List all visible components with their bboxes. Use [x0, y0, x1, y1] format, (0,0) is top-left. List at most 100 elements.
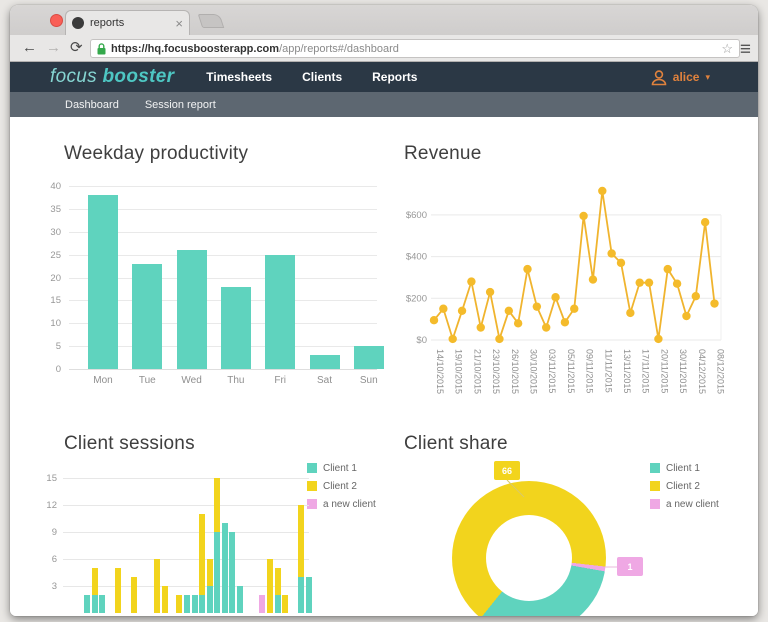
data-point[interactable] [551, 293, 560, 302]
data-point[interactable] [635, 278, 644, 287]
data-point[interactable] [663, 264, 672, 274]
forward-icon[interactable]: → [46, 39, 61, 56]
data-point[interactable] [700, 217, 710, 227]
stacked-bar-segment[interactable] [192, 595, 198, 613]
data-point[interactable] [598, 186, 607, 196]
bookmark-star-icon[interactable]: ☆ [721, 40, 733, 56]
data-point[interactable] [691, 292, 700, 301]
data-point[interactable] [485, 287, 495, 297]
x-axis-date-label: 03/11/2015 [547, 349, 557, 393]
donut-chart[interactable] [452, 481, 606, 616]
subnav-item-dashboard[interactable]: Dashboard [65, 98, 119, 111]
stacked-bar-segment[interactable] [199, 595, 205, 613]
nav-item-reports[interactable]: Reports [372, 70, 418, 84]
x-axis-date-label: 09/11/2015 [585, 349, 595, 393]
stacked-bar-segment[interactable] [237, 586, 243, 613]
close-window-button[interactable] [50, 14, 63, 27]
tab-close-icon[interactable]: × [175, 15, 183, 31]
stacked-bar-segment[interactable] [306, 577, 312, 613]
stacked-bar-segment[interactable] [282, 595, 288, 613]
data-point[interactable] [560, 318, 570, 327]
address-bar[interactable]: https://hq.focusboosterapp.com/app/repor… [90, 39, 740, 58]
data-point[interactable] [439, 304, 448, 313]
stacked-bar-segment[interactable] [214, 478, 220, 532]
data-point[interactable] [626, 308, 635, 318]
browser-menu-icon[interactable]: ≡ [739, 39, 751, 60]
data-point[interactable] [570, 304, 579, 313]
data-point[interactable] [654, 334, 663, 344]
stacked-bar-segment[interactable] [214, 532, 220, 613]
stacked-bar-segment[interactable] [298, 505, 304, 577]
bar-sat[interactable] [309, 355, 340, 369]
data-point[interactable] [495, 334, 504, 344]
stacked-bar-segment[interactable] [92, 595, 98, 613]
gridline [69, 277, 377, 279]
data-point[interactable] [682, 311, 691, 321]
stacked-bar-segment[interactable] [199, 514, 205, 595]
stacked-bar-segment[interactable] [207, 586, 213, 613]
data-point[interactable] [644, 278, 654, 287]
stacked-bar-segment[interactable] [154, 559, 160, 613]
data-point[interactable] [542, 323, 551, 332]
stacked-bar-segment[interactable] [222, 523, 228, 613]
data-point[interactable] [504, 306, 513, 316]
data-point[interactable] [448, 334, 457, 344]
data-point[interactable] [467, 277, 476, 286]
stacked-bar-segment[interactable] [229, 532, 235, 613]
x-axis-date-label: 23/10/2015 [491, 349, 501, 394]
new-tab-button[interactable] [197, 14, 225, 28]
stacked-bar-segment[interactable] [176, 595, 182, 613]
data-point[interactable] [457, 306, 467, 316]
data-point[interactable] [588, 275, 598, 284]
nav-item-clients[interactable]: Clients [302, 70, 343, 84]
data-point[interactable] [607, 249, 616, 258]
bar-sun[interactable] [353, 346, 384, 369]
stacked-bar-segment[interactable] [162, 586, 168, 613]
nav-item-timesheets[interactable]: Timesheets [206, 70, 273, 84]
focus-booster-logo[interactable]: focus booster [50, 66, 175, 87]
data-point[interactable] [513, 319, 523, 328]
browser-tab-reports[interactable]: reports × [65, 10, 190, 35]
data-point[interactable] [616, 258, 626, 268]
bar-thu[interactable] [220, 286, 251, 369]
tab-title: reports [90, 17, 125, 29]
bar-tue[interactable] [132, 263, 163, 369]
legend-label: a new client [666, 498, 719, 510]
x-axis-date-label: 04/12/2015 [697, 349, 707, 394]
data-point[interactable] [476, 323, 485, 332]
legend-label: Client 2 [323, 480, 357, 492]
subnav-item-session-report[interactable]: Session report [144, 98, 216, 111]
bar-fri[interactable] [265, 254, 296, 369]
data-point[interactable] [710, 299, 719, 308]
y-axis-label: $600 [406, 210, 427, 221]
stacked-bar-segment[interactable] [99, 595, 105, 613]
x-axis-date-label: 08/12/2015 [716, 349, 726, 394]
bar-mon[interactable] [88, 195, 118, 369]
bar-wed[interactable] [176, 250, 207, 369]
data-point[interactable] [532, 302, 542, 311]
stacked-bar-segment[interactable] [267, 559, 273, 613]
stacked-bar-segment[interactable] [207, 559, 213, 586]
data-point[interactable] [672, 279, 682, 288]
stacked-bar-segment[interactable] [131, 577, 137, 613]
gridline [63, 559, 309, 560]
stacked-bar-segment[interactable] [275, 595, 281, 613]
stacked-bar-segment[interactable] [184, 595, 190, 613]
data-point[interactable] [523, 264, 532, 274]
data-point[interactable] [429, 315, 439, 325]
stacked-bar-segment[interactable] [92, 568, 98, 595]
stacked-bar-segment[interactable] [298, 577, 304, 613]
y-axis-label: 15 [46, 473, 57, 484]
back-icon[interactable]: ← [22, 39, 37, 56]
stacked-bar-segment[interactable] [275, 568, 281, 595]
reload-icon[interactable]: ⟳ [70, 39, 83, 56]
x-axis-label: Fri [274, 375, 287, 386]
client-sessions-title: Client sessions [64, 433, 195, 454]
x-axis-date-label: 21/10/2015 [472, 349, 482, 394]
user-menu[interactable]: alice ▾ [651, 62, 710, 92]
stacked-bar-segment[interactable] [84, 595, 90, 613]
stacked-bar-segment[interactable] [259, 595, 265, 613]
data-point[interactable] [579, 211, 588, 221]
stacked-bar-segment[interactable] [115, 568, 121, 613]
